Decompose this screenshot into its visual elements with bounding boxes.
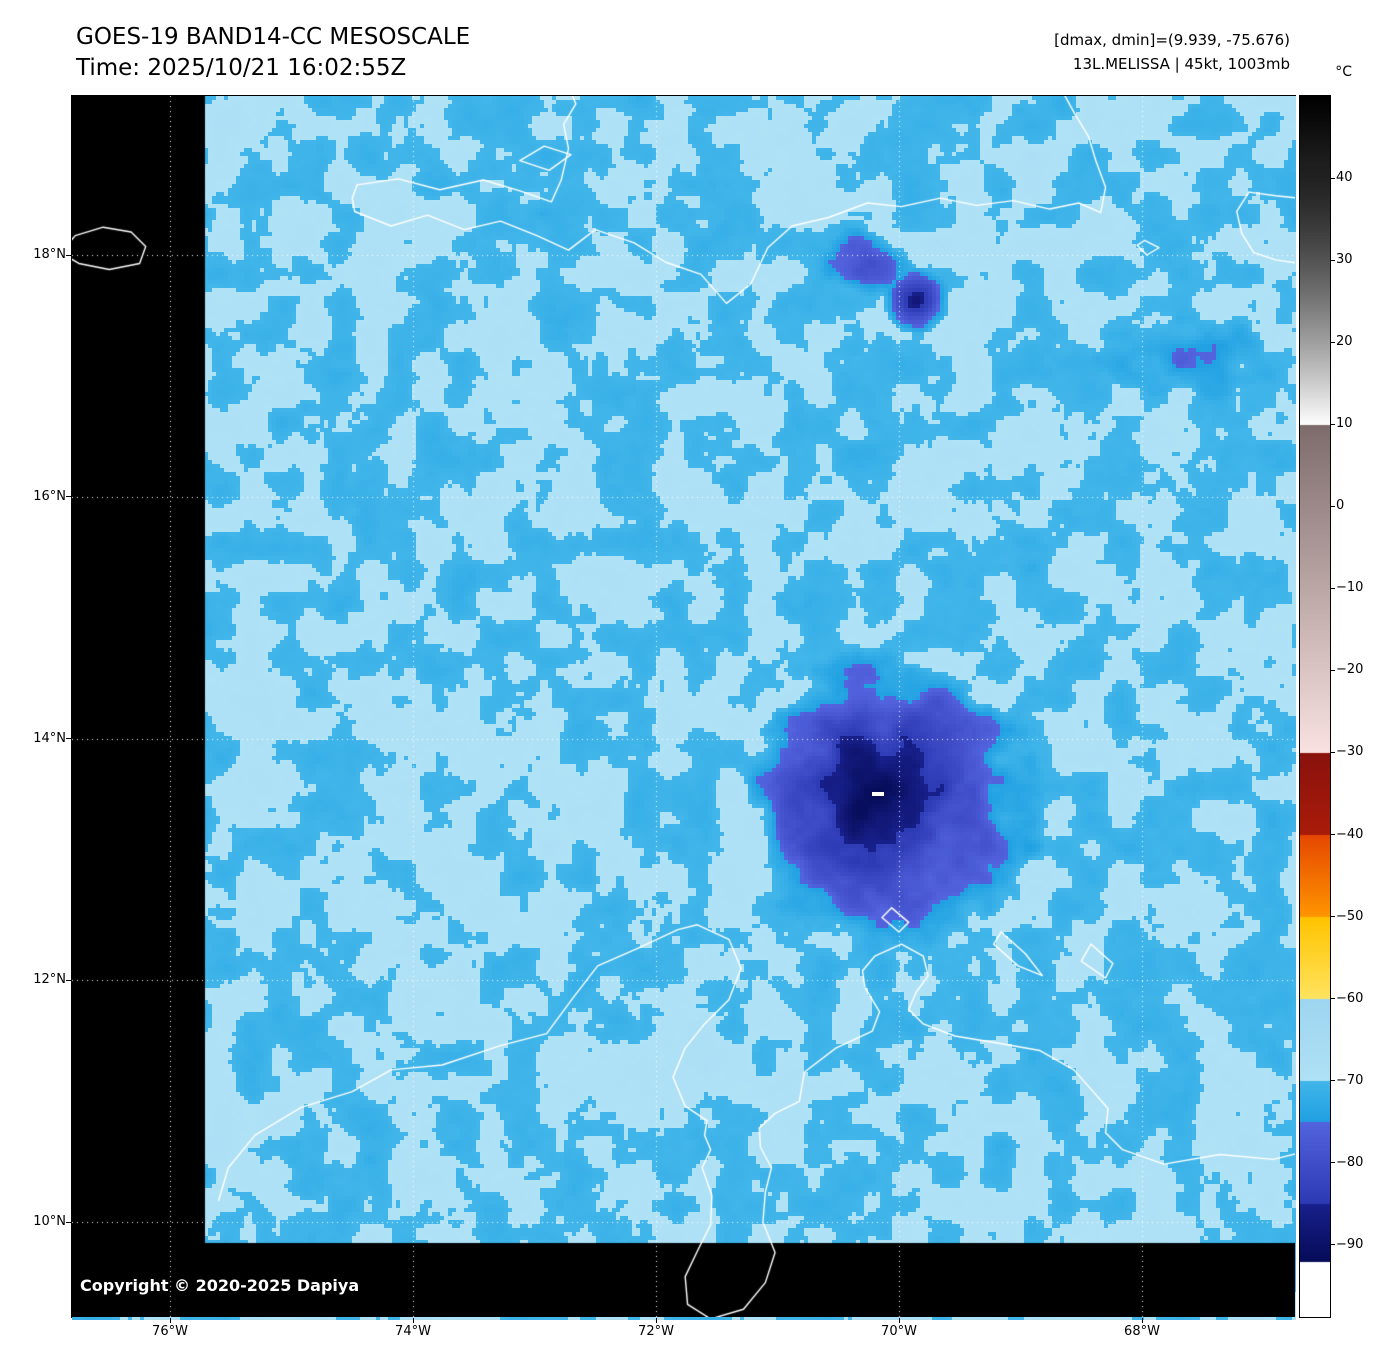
- axis-tick: [1331, 998, 1335, 1000]
- colorbar-tick-label: −30: [1336, 744, 1364, 760]
- axis-tick: [1331, 423, 1335, 425]
- image-timestamp: Time: 2025/10/21 16:02:55Z: [76, 55, 407, 81]
- axis-tick: [1331, 259, 1335, 261]
- colorbar-tick-label: 30: [1336, 252, 1353, 268]
- lat-tick-label: 12°N: [33, 972, 66, 988]
- colorbar-tick-label: −60: [1336, 990, 1364, 1006]
- colorbar-tick-label: 40: [1336, 170, 1353, 186]
- lat-tick-label: 18°N: [33, 247, 66, 262]
- axis-tick: [66, 1221, 71, 1223]
- colorbar-tick-label: −70: [1336, 1072, 1364, 1088]
- axis-tick: [1331, 834, 1335, 835]
- lat-tick-label: 16°N: [33, 488, 66, 504]
- map-plot-area: Copyright © 2020-2025 Dapiya: [71, 95, 1296, 1320]
- axis-tick: [1331, 1162, 1335, 1164]
- axis-tick: [1331, 177, 1335, 179]
- axis-tick: [1331, 587, 1335, 589]
- axis-tick: [169, 1318, 171, 1323]
- colorbar-unit-label: °C: [1335, 64, 1352, 80]
- lon-tick-label: 70°W: [881, 1324, 917, 1339]
- colorbar-tick-label: 20: [1336, 334, 1353, 350]
- axis-tick: [1331, 751, 1335, 753]
- storm-info: 13L.MELISSA | 45kt, 1003mb: [1072, 55, 1290, 73]
- axis-tick: [66, 738, 71, 740]
- axis-tick: [1331, 341, 1335, 343]
- colorbar-tick-label: −50: [1336, 908, 1364, 924]
- axis-tick: [66, 496, 71, 498]
- axis-tick: [66, 979, 71, 981]
- colorbar-tick-label: 10: [1336, 416, 1353, 432]
- axis-tick: [66, 254, 71, 256]
- axis-tick: [1331, 1244, 1335, 1246]
- axis-tick: [1331, 916, 1335, 918]
- colorbar-tick-label: −10: [1336, 580, 1364, 596]
- lat-tick-label: 10°N: [33, 1214, 66, 1230]
- image-title: GOES-19 BAND14-CC MESOSCALE: [76, 24, 471, 50]
- colorbar: [1299, 95, 1331, 1318]
- axis-tick: [412, 1318, 414, 1323]
- lon-tick-label: 74°W: [395, 1324, 431, 1339]
- lon-tick-label: 76°W: [152, 1324, 188, 1339]
- map-overlay-canvas: [72, 96, 1295, 1317]
- axis-tick: [1141, 1318, 1143, 1323]
- axis-tick: [1331, 669, 1335, 671]
- colorbar-tick-label: 0: [1336, 498, 1345, 514]
- colorbar-tick-label: −80: [1336, 1154, 1364, 1170]
- data-range-info: [dmax, dmin]=(9.939, -75.676): [1054, 31, 1290, 49]
- colorbar-tick-label: −20: [1336, 662, 1364, 678]
- axis-tick: [1331, 505, 1335, 507]
- lon-tick-label: 68°W: [1124, 1324, 1160, 1339]
- lat-tick-label: 14°N: [33, 730, 66, 746]
- colorbar-tick-label: −90: [1336, 1236, 1364, 1252]
- axis-tick: [898, 1318, 900, 1323]
- axis-tick: [1331, 1080, 1335, 1082]
- lon-tick-label: 72°W: [638, 1324, 674, 1339]
- copyright-notice: Copyright © 2020-2025 Dapiya: [80, 1276, 360, 1295]
- axis-tick: [655, 1318, 657, 1323]
- colorbar-gradient-canvas: [1300, 96, 1330, 1317]
- colorbar-tick-label: −40: [1336, 826, 1364, 842]
